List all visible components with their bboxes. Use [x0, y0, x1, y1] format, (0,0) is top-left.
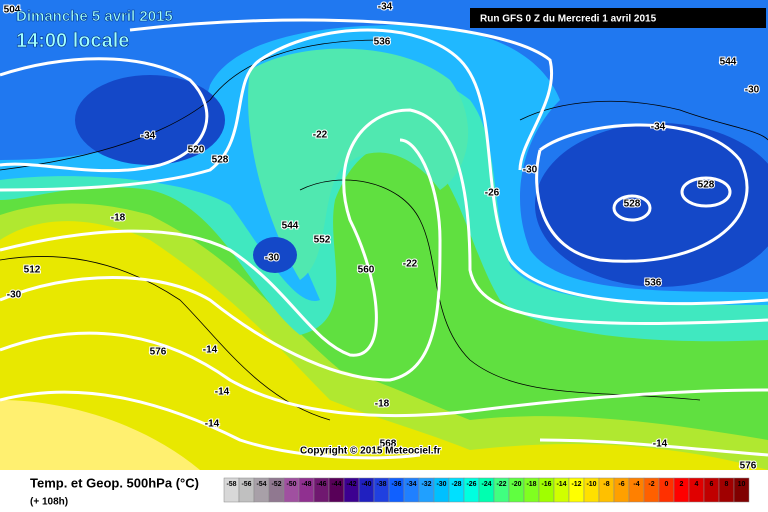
legend-label: -36 [391, 481, 401, 488]
contour-label: 504 [4, 5, 21, 16]
legend-label: -12 [571, 481, 581, 488]
contour-label: 536 [374, 37, 391, 48]
run-info: Run GFS 0 Z du Mercredi 1 avril 2015 [480, 14, 657, 25]
legend-label: 2 [680, 481, 684, 488]
legend-label: -16 [541, 481, 551, 488]
contour-label: -18 [375, 399, 390, 410]
legend-label: -48 [301, 481, 311, 488]
legend-label: -54 [256, 481, 266, 488]
contour-label: 536 [645, 278, 662, 289]
contour-label: -34 [651, 122, 666, 133]
contour-label: -14 [203, 345, 218, 356]
legend-label: -58 [226, 481, 236, 488]
legend-label: 0 [665, 481, 669, 488]
legend-label: 4 [695, 481, 699, 488]
contour-label: -30 [523, 165, 538, 176]
run-box [470, 8, 766, 28]
contour-label: -34 [141, 131, 156, 142]
forecast-time: 14:00 locale [16, 30, 129, 52]
legend-label: -14 [556, 481, 566, 488]
legend-label: -20 [511, 481, 521, 488]
legend-label: -44 [331, 481, 341, 488]
contour-label: -14 [653, 439, 668, 450]
contour-label: -14 [205, 419, 220, 430]
legend-label: 8 [725, 481, 729, 488]
legend-label: -38 [376, 481, 386, 488]
legend-swatch [733, 477, 750, 503]
contour-label: -26 [485, 188, 500, 199]
contour-label: -34 [378, 2, 393, 13]
contour-label: 544 [282, 221, 299, 232]
legend-label: -28 [451, 481, 461, 488]
legend-label: -22 [496, 481, 506, 488]
legend-label: -2 [648, 481, 654, 488]
geopotential-contours [0, 18, 768, 460]
legend-label: -34 [406, 481, 416, 488]
contour-label: 528 [698, 180, 715, 191]
forecast-date: Dimanche 5 avril 2015 [16, 8, 173, 25]
legend-label: -50 [286, 481, 296, 488]
legend-label: -24 [481, 481, 491, 488]
contour-label: -22 [313, 130, 328, 141]
contour-labels: 504 -34 536 544 -30 -34 520 528 -22 -34 -26 -30 528 5… [3, 1, 761, 473]
contour-label: 560 [358, 265, 375, 276]
legend-label: -6 [618, 481, 624, 488]
contour-label: -30 [7, 290, 22, 301]
legend-label: -40 [361, 481, 371, 488]
contour-label: 568 [380, 439, 397, 450]
contour-label: 528 [212, 155, 229, 166]
contour-label: 512 [24, 265, 41, 276]
legend-label: -18 [526, 481, 536, 488]
contour-label: 552 [314, 235, 331, 246]
legend-label: -26 [466, 481, 476, 488]
contour-label: -18 [111, 213, 126, 224]
legend-label: 10 [738, 481, 746, 488]
legend-label: -32 [421, 481, 431, 488]
legend-label: -56 [241, 481, 251, 488]
contour-label: -14 [215, 387, 230, 398]
contour-label: 520 [188, 145, 205, 156]
map-background [0, 0, 768, 470]
legend-label: -10 [586, 481, 596, 488]
footer-lead: (+ 108h) [30, 497, 68, 508]
contour-label: 576 [150, 347, 167, 358]
legend-label: 6 [710, 481, 714, 488]
legend-label: -4 [633, 481, 639, 488]
legend-label: -42 [346, 481, 356, 488]
contour-label: -22 [403, 259, 418, 270]
legend-label: -46 [316, 481, 326, 488]
legend-label: -30 [436, 481, 446, 488]
contour-label: 544 [720, 57, 737, 68]
contour-label: 576 [740, 461, 757, 472]
isotherms [0, 39, 768, 421]
contour-label: 528 [624, 199, 641, 210]
header: Dimanche 5 avril 2015 14:00 locale Run G… [16, 8, 766, 458]
color-legend: -58 -56 -54 -52 -50 -48 -46 -44 -42 -40 -38 -36 -34-… [223, 477, 750, 503]
contour-label: -30 [265, 253, 280, 264]
footer-title: Temp. et Geop. 500hPa (°C) [30, 475, 199, 490]
contour-label: -30 [745, 85, 760, 96]
copyright: Copyright © 2015 Meteociel.fr [300, 446, 441, 457]
legend-label: -8 [603, 481, 609, 488]
legend-label: -52 [271, 481, 281, 488]
